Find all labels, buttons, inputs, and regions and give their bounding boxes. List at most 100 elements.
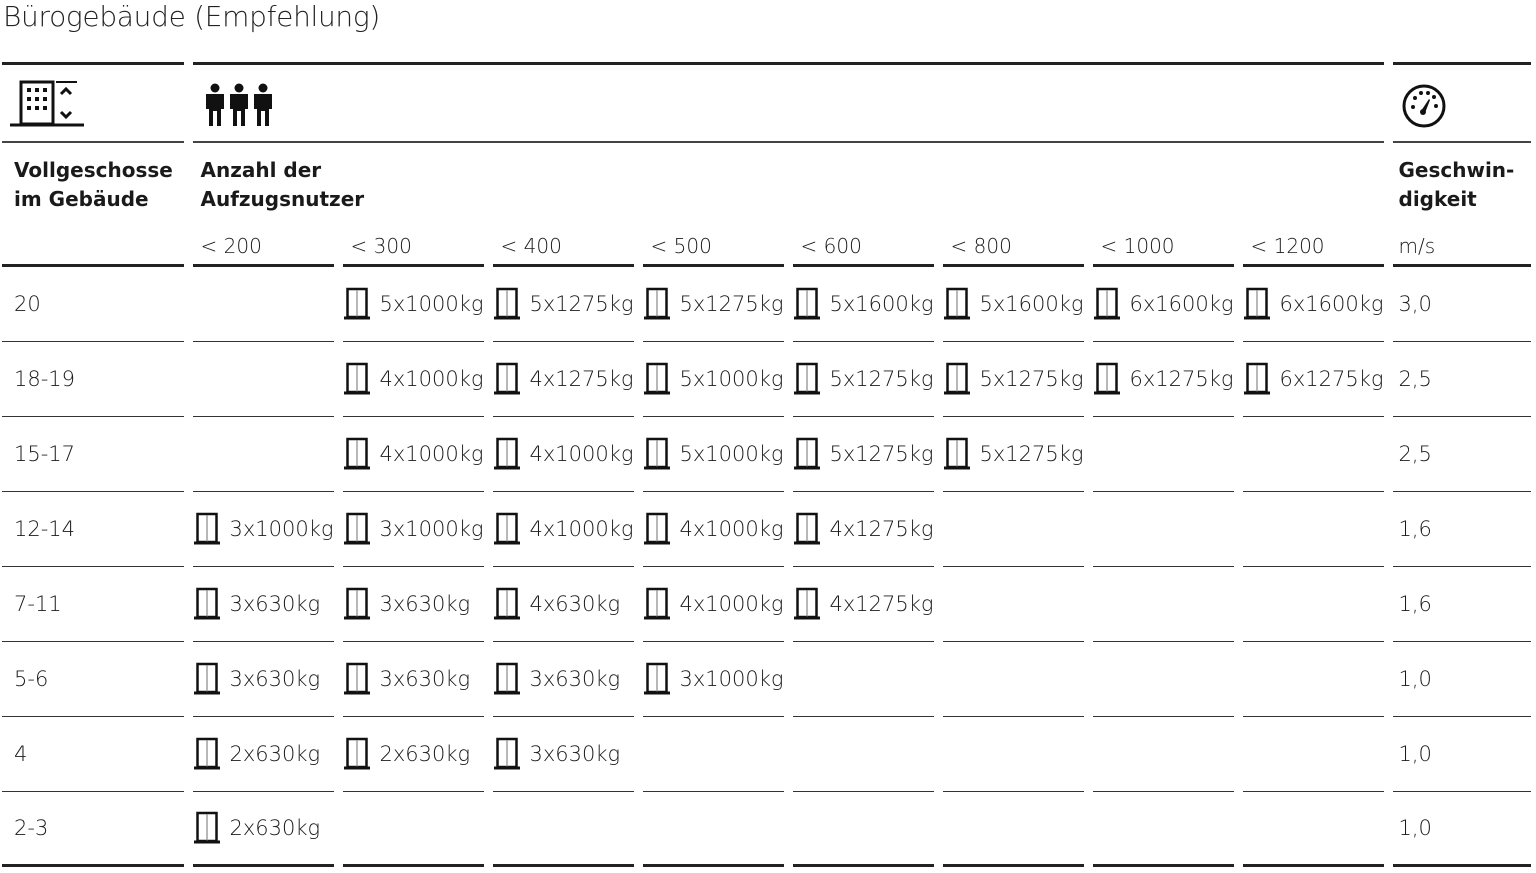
elevator-icon — [643, 362, 670, 395]
speedometer-icon — [1402, 84, 1445, 128]
elevator-config-cell: 4x1275kg — [792, 492, 934, 567]
elevator-config-cell — [192, 267, 334, 342]
elevator-config: 3x1000kg — [229, 517, 334, 541]
speed-cell: 1,6 — [1392, 492, 1531, 567]
elevator-config-cell: 3x1000kg — [642, 642, 784, 717]
floors-label-2: im Gebäude — [14, 187, 149, 211]
users-range-header: < 600 — [792, 143, 934, 267]
elevator-config-cell — [1092, 417, 1234, 492]
range-label: < 200 — [200, 234, 262, 258]
elevator-config: 6x1600kg — [1279, 292, 1384, 316]
elevator-config-cell: 3x630kg — [342, 567, 484, 642]
elevator-icon — [343, 437, 370, 470]
elevator-config-cell: 5x1000kg — [342, 267, 484, 342]
speed-cell: 2,5 — [1392, 417, 1531, 492]
elevator-config-cell — [942, 642, 1084, 717]
elevator-config-cell — [642, 792, 784, 867]
users-label-2: Aufzugsnutzer — [200, 187, 365, 211]
floors-cell: 7-11 — [2, 567, 184, 642]
elevator-config-cell: 6x1275kg — [1092, 342, 1234, 417]
elevator-icon — [193, 587, 220, 620]
speed-label: Geschwin- — [1398, 158, 1515, 182]
elevator-icon — [943, 437, 970, 470]
elevator-config-cell: 5x1275kg — [792, 417, 934, 492]
speed-cell: 1,0 — [1392, 642, 1531, 717]
elevator-config-cell: 3x630kg — [492, 717, 634, 792]
range-label: < 400 — [500, 234, 562, 258]
elevator-icon — [493, 662, 520, 695]
elevator-icon — [193, 662, 220, 695]
elevator-config: 4x1000kg — [379, 442, 484, 466]
range-label: < 600 — [800, 234, 862, 258]
elevator-config-cell: 5x1275kg — [942, 417, 1084, 492]
elevator-config: 6x1600kg — [1129, 292, 1234, 316]
elevator-config-cell — [942, 567, 1084, 642]
elevator-config-cell: 5x1600kg — [942, 267, 1084, 342]
elevator-config-cell: 5x1275kg — [642, 267, 784, 342]
elevator-icon — [793, 587, 820, 620]
elevator-config-cell — [342, 792, 484, 867]
speed-cell: 1,6 — [1392, 567, 1531, 642]
users-range-header: < 300 — [342, 143, 484, 267]
floors-cell: 5-6 — [2, 642, 184, 717]
elevator-config: 4x1000kg — [529, 442, 634, 466]
elevator-config: 5x1000kg — [679, 442, 784, 466]
elevator-config-cell — [792, 642, 934, 717]
elevator-config: 3x630kg — [529, 742, 621, 766]
range-label: < 1200 — [1250, 234, 1325, 258]
elevator-config: 5x1275kg — [979, 442, 1084, 466]
elevator-config: 5x1275kg — [829, 442, 934, 466]
elevator-config: 3x630kg — [229, 592, 321, 616]
elevator-config-cell: 4x1000kg — [492, 417, 634, 492]
elevator-config-cell: 5x1275kg — [942, 342, 1084, 417]
building-floors-icon — [10, 80, 84, 127]
elevator-config-cell — [1242, 567, 1384, 642]
elevator-icon — [643, 587, 670, 620]
elevator-icon — [493, 437, 520, 470]
elevator-icon — [493, 587, 520, 620]
elevator-icon — [493, 512, 520, 545]
elevator-config-cell: 2x630kg — [192, 792, 334, 867]
elevator-icon — [493, 287, 520, 320]
elevator-config-cell: 4x630kg — [492, 567, 634, 642]
elevator-config-cell — [1092, 642, 1234, 717]
floors-cell: 15-17 — [2, 417, 184, 492]
speed-icon-cell — [1392, 62, 1531, 143]
speed-cell: 2,5 — [1392, 342, 1531, 417]
elevator-config-cell: 2x630kg — [342, 717, 484, 792]
elevator-config-cell: 5x1000kg — [642, 342, 784, 417]
speed-header: Geschwin-digkeit m/s — [1392, 143, 1531, 267]
elevator-config: 2x630kg — [229, 816, 321, 840]
elevator-config-cell: 5x1000kg — [642, 417, 784, 492]
elevator-config: 4x1275kg — [829, 592, 934, 616]
elevator-config-cell — [192, 342, 334, 417]
elevator-config-cell: 4x1000kg — [342, 417, 484, 492]
elevator-config-cell: 4x1000kg — [492, 492, 634, 567]
users-range-header: < 1000 — [1092, 143, 1234, 267]
elevator-config-cell: 3x630kg — [492, 642, 634, 717]
elevator-config-cell — [1092, 567, 1234, 642]
elevator-config: 5x1000kg — [379, 292, 484, 316]
elevator-config: 5x1000kg — [679, 367, 784, 391]
elevator-config: 5x1275kg — [829, 367, 934, 391]
elevator-icon — [943, 287, 970, 320]
range-label: < 1000 — [1100, 234, 1175, 258]
elevator-config: 4x1275kg — [829, 517, 934, 541]
users-icon-cell — [192, 62, 1384, 143]
elevator-config-cell — [1092, 792, 1234, 867]
elevator-icon — [343, 587, 370, 620]
elevator-config-cell: 4x1000kg — [642, 567, 784, 642]
elevator-config-cell: 6x1600kg — [1242, 267, 1384, 342]
users-range-header: Anzahl der Aufzugsnutzer < 200 — [192, 143, 364, 267]
elevator-config-cell — [1092, 492, 1234, 567]
floors-header: Vollgeschosse im Gebäude — [2, 143, 184, 267]
elevator-config-cell: 5x1275kg — [492, 267, 634, 342]
elevator-config-cell — [942, 792, 1084, 867]
elevator-config-cell — [792, 717, 934, 792]
elevator-config-cell — [1242, 492, 1384, 567]
range-label: < 500 — [650, 234, 712, 258]
users-range-header: < 1200 — [1242, 143, 1384, 267]
elevator-icon — [193, 737, 220, 770]
elevator-icon — [193, 811, 220, 844]
elevator-config-cell — [1242, 417, 1384, 492]
